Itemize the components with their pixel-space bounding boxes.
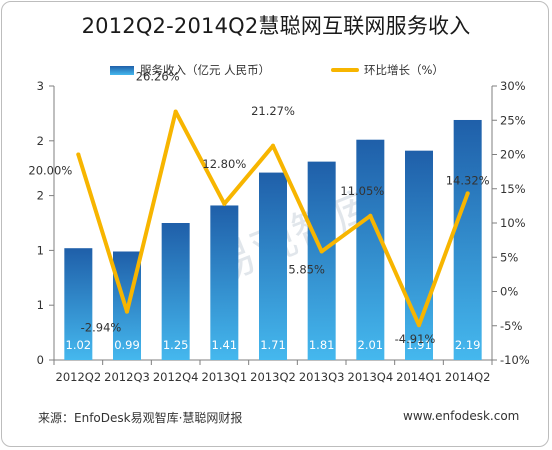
x-axis-category-label: 2013Q4 [348, 370, 394, 384]
revenue-bar [64, 248, 93, 360]
revenue-bar [453, 119, 482, 360]
legend-line-label: 环比增长（%） [364, 63, 444, 77]
growth-rate-point [465, 191, 470, 196]
growth-rate-point [417, 323, 421, 328]
left-axis-tick-label: 2 [37, 134, 44, 148]
revenue-bar-value-label: 2.01 [358, 338, 384, 352]
chart-title: 2012Q2-2014Q2慧聪网互联网服务收入 [81, 14, 471, 38]
revenue-bar [356, 139, 385, 360]
x-axis-category-label: 2014Q1 [396, 370, 442, 384]
x-axis-category-label: 2012Q2 [56, 370, 102, 384]
right-axis-tick-label: 10% [500, 216, 526, 230]
x-axis-category-label: 2013Q3 [299, 370, 345, 384]
footer-website: www.enfodesk.com [403, 409, 520, 423]
revenue-bar-value-label: 1.25 [163, 338, 189, 352]
growth-rate-point [76, 152, 81, 157]
left-axis-tick-label: 1 [37, 243, 44, 257]
right-axis-tick-label: 5% [500, 250, 518, 264]
revenue-bar-value-label: 1.02 [66, 338, 92, 352]
growth-rate-value-label: 12.80% [202, 157, 246, 171]
growth-rate-point [368, 213, 373, 218]
left-axis-tick-label: 0 [37, 353, 44, 367]
x-axis-category-label: 2012Q3 [104, 370, 150, 384]
revenue-bar [161, 223, 190, 360]
right-axis-tick-label: -10% [500, 353, 530, 367]
x-axis-category-label: 2013Q1 [202, 370, 248, 384]
growth-rate-point [222, 201, 227, 206]
x-axis-category-label: 2014Q2 [445, 370, 491, 384]
x-axis-category-label: 2012Q4 [153, 370, 199, 384]
growth-rate-value-label: 26.26% [136, 70, 180, 84]
left-axis-tick-label: 3 [37, 79, 44, 93]
growth-rate-value-label: 21.27% [251, 104, 295, 118]
revenue-bar-value-label: 2.19 [455, 338, 481, 352]
revenue-bar-value-label: 1.71 [260, 338, 286, 352]
growth-rate-value-label: 20.00% [28, 164, 72, 178]
growth-rate-point [125, 309, 129, 314]
revenue-bar-value-label: 1.91 [406, 338, 432, 352]
growth-rate-value-label: 11.05% [340, 184, 384, 198]
revenue-bar-value-label: 1.41 [212, 338, 238, 352]
legend-bar-swatch [110, 66, 134, 75]
growth-rate-value-label: -4.91% [395, 332, 436, 346]
revenue-bar [307, 161, 336, 360]
revenue-bar [405, 150, 433, 360]
growth-rate-value-label: 14.32% [446, 173, 490, 187]
left-axis-tick-label: 1 [37, 298, 44, 312]
revenue-bar [259, 172, 287, 360]
right-axis-tick-label: 15% [500, 182, 526, 196]
growth-rate-value-label: 5.85% [288, 262, 325, 276]
footer-source: 来源：EnfoDesk易观智库·慧聪网财报 [38, 411, 243, 425]
growth-rate-point [271, 143, 275, 148]
right-axis-tick-label: 30% [500, 79, 526, 93]
legend-bar-label: 服务收入（亿元 人民币） [140, 63, 270, 77]
left-axis-tick-label: 2 [37, 189, 44, 203]
right-axis-tick-label: 20% [500, 148, 526, 162]
growth-rate-value-label: -2.94% [81, 321, 122, 335]
growth-rate-point [319, 249, 324, 254]
growth-rate-point [173, 109, 178, 114]
revenue-bar-value-label: 0.99 [114, 338, 140, 352]
right-axis-tick-label: 0% [500, 285, 518, 299]
right-axis-tick-label: 25% [500, 113, 526, 127]
right-axis-tick-label: -5% [500, 319, 522, 333]
revenue-bar-value-label: 1.81 [309, 338, 335, 352]
x-axis-category-label: 2013Q2 [250, 370, 296, 384]
revenue-bar [210, 205, 239, 360]
